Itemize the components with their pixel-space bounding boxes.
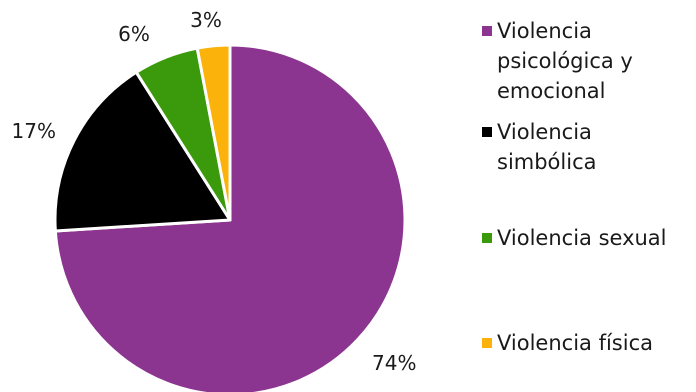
legend-item-2: Violencia simbólica <box>482 120 597 174</box>
legend-swatch-2 <box>482 127 492 137</box>
legend-item-1: Violencia psicológica y emocional <box>482 19 633 103</box>
pie-slice-2 <box>53 70 232 233</box>
legend-swatch-4 <box>482 338 492 348</box>
legend-swatch-1 <box>482 26 492 36</box>
legend-label-4: Violencia física <box>497 331 653 355</box>
legend-label-1: Violencia psicológica y emocional <box>497 19 633 103</box>
legend: Violencia psicológica y emocional Violencia… <box>482 19 667 355</box>
slice-label-4: 3% <box>190 8 222 32</box>
legend-item-4: Violencia física <box>482 331 653 355</box>
pie-slices <box>53 43 407 392</box>
legend-swatch-3 <box>482 233 492 243</box>
legend-label-2: Violencia simbólica <box>497 120 597 174</box>
legend-label-3: Violencia sexual <box>497 226 667 250</box>
slice-labels: 74% 17% 6% 3% <box>12 8 417 375</box>
slice-label-2: 17% <box>12 119 56 143</box>
slice-label-3: 6% <box>118 22 150 46</box>
slice-label-1: 74% <box>372 351 416 375</box>
legend-item-3: Violencia sexual <box>482 226 667 250</box>
pie-slice-4 <box>195 43 232 222</box>
